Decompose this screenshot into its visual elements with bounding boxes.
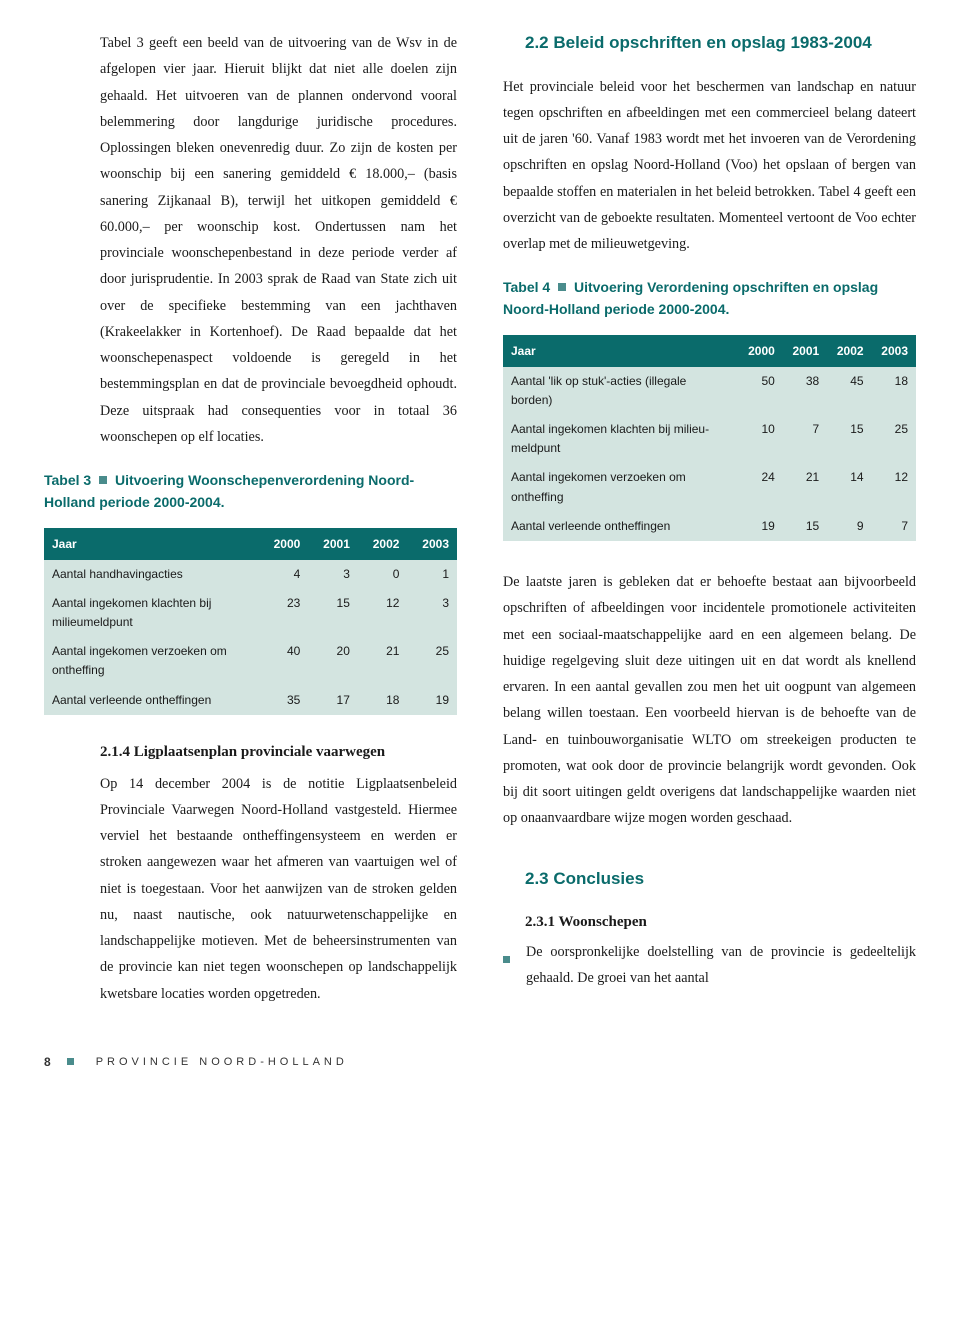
- page-container: Tabel 3 geeft een beeld van de uitvoerin…: [0, 0, 960, 1119]
- right-para1: Het provinciale beleid voor het bescherm…: [503, 74, 916, 258]
- square-bullet-icon: [67, 1058, 74, 1065]
- cell-label: Aantal ingekomen klachten bij milieumeld…: [44, 589, 259, 637]
- table-row: Aantal handhavingacties 4 3 0 1: [44, 560, 457, 589]
- cell-value: 40: [259, 637, 309, 685]
- page-footer: 8 PROVINCIE NOORD-HOLLAND: [44, 1055, 916, 1069]
- cell-value: 21: [358, 637, 408, 685]
- conclusions-list: De oorspronkelijke doelstelling van de p…: [503, 939, 916, 992]
- table4-body: Aantal 'lik op stuk'-acties (illegale bo…: [503, 367, 916, 541]
- cell-value: 3: [308, 560, 358, 589]
- cell-value: 7: [872, 512, 916, 541]
- table4-caption: Tabel 4 Uitvoering Verordening opschrift…: [503, 277, 916, 320]
- cell-label: Aantal verleende ontheffingen: [503, 512, 738, 541]
- table4-h-2000: 2000: [738, 335, 782, 367]
- cell-value: 19: [738, 512, 782, 541]
- heading-22: 2.2 Beleid opschriften en opslag 1983-20…: [525, 30, 916, 56]
- table3: Jaar 2000 2001 2002 2003 Aantal handhavi…: [44, 528, 457, 715]
- cell-value: 20: [308, 637, 358, 685]
- left-column: Tabel 3 geeft een beeld van de uitvoerin…: [44, 30, 457, 1007]
- cell-value: 17: [308, 686, 358, 715]
- left-block-214: 2.1.4 Ligplaatsenplan provinciale vaarwe…: [44, 739, 457, 1007]
- table3-h-2001: 2001: [308, 528, 358, 560]
- table3-h-2000: 2000: [259, 528, 309, 560]
- list-item: De oorspronkelijke doelstelling van de p…: [503, 939, 916, 992]
- cell-value: 12: [872, 463, 916, 511]
- cell-value: 18: [872, 367, 916, 415]
- cell-value: 38: [783, 367, 827, 415]
- cell-value: 3: [407, 589, 457, 637]
- square-bullet-icon: [99, 476, 107, 484]
- table-row: Aantal verleende ontheffingen 19 15 9 7: [503, 512, 916, 541]
- table-row: Aantal ingekomen klachten bij milieumeld…: [44, 589, 457, 637]
- table3-h-2002: 2002: [358, 528, 408, 560]
- table3-h-jaar: Jaar: [44, 528, 259, 560]
- table4-h-jaar: Jaar: [503, 335, 738, 367]
- bullet-text: De oorspronkelijke doelstelling van de p…: [526, 939, 916, 992]
- table4-head: Jaar 2000 2001 2002 2003: [503, 335, 916, 367]
- table4-caption-a: Tabel 4: [503, 279, 550, 295]
- cell-label: Aantal ingekomen verzoeken om ontheffing: [503, 463, 738, 511]
- cell-value: 21: [783, 463, 827, 511]
- right-para2: De laatste jaren is gebleken dat er beho…: [503, 569, 916, 832]
- table-row: Aantal ingekomen verzoeken om ontheffing…: [44, 637, 457, 685]
- table3-caption: Tabel 3 Uitvoering Woonschepenverordenin…: [44, 470, 457, 513]
- table4: Jaar 2000 2001 2002 2003 Aantal 'lik op …: [503, 335, 916, 541]
- two-column-layout: Tabel 3 geeft een beeld van de uitvoerin…: [44, 30, 916, 1007]
- cell-value: 24: [738, 463, 782, 511]
- cell-value: 19: [407, 686, 457, 715]
- square-bullet-icon: [503, 939, 516, 992]
- footer-publisher: PROVINCIE NOORD-HOLLAND: [96, 1056, 348, 1068]
- cell-value: 10: [738, 415, 782, 463]
- cell-value: 15: [783, 512, 827, 541]
- cell-value: 15: [308, 589, 358, 637]
- table-row: Aantal verleende ontheffingen 35 17 18 1…: [44, 686, 457, 715]
- cell-value: 0: [358, 560, 408, 589]
- cell-value: 15: [827, 415, 871, 463]
- page-number: 8: [44, 1055, 51, 1069]
- cell-value: 12: [358, 589, 408, 637]
- table3-caption-a: Tabel 3: [44, 472, 91, 488]
- table-row: Aantal ingekomen klachten bij milieu­mel…: [503, 415, 916, 463]
- table4-h-2002: 2002: [827, 335, 871, 367]
- cell-value: 23: [259, 589, 309, 637]
- subhead-214: 2.1.4 Ligplaatsenplan provinciale vaarwe…: [100, 739, 457, 767]
- cell-value: 1: [407, 560, 457, 589]
- left-para2: Op 14 december 2004 is de notitie Ligpla…: [100, 771, 457, 1007]
- table3-h-2003: 2003: [407, 528, 457, 560]
- cell-label: Aantal verleende ontheffingen: [44, 686, 259, 715]
- table4-h-2003: 2003: [872, 335, 916, 367]
- cell-value: 18: [358, 686, 408, 715]
- cell-value: 45: [827, 367, 871, 415]
- heading-23: 2.3 Conclusies: [525, 866, 916, 892]
- table3-head: Jaar 2000 2001 2002 2003: [44, 528, 457, 560]
- table3-body: Aantal handhavingacties 4 3 0 1 Aantal i…: [44, 560, 457, 715]
- cell-label: Aantal ingekomen klachten bij milieu­mel…: [503, 415, 738, 463]
- cell-value: 14: [827, 463, 871, 511]
- cell-value: 9: [827, 512, 871, 541]
- cell-label: Aantal 'lik op stuk'-acties (illegale bo…: [503, 367, 738, 415]
- cell-value: 25: [407, 637, 457, 685]
- cell-value: 4: [259, 560, 309, 589]
- cell-label: Aantal ingekomen verzoeken om ontheffing: [44, 637, 259, 685]
- table4-h-2001: 2001: [783, 335, 827, 367]
- cell-value: 7: [783, 415, 827, 463]
- subhead-231: 2.3.1 Woonschepen: [525, 909, 916, 937]
- table-row: Aantal ingekomen verzoeken om ontheffing…: [503, 463, 916, 511]
- table-row: Aantal 'lik op stuk'-acties (illegale bo…: [503, 367, 916, 415]
- right-column: 2.2 Beleid opschriften en opslag 1983-20…: [503, 30, 916, 1007]
- cell-value: 50: [738, 367, 782, 415]
- cell-value: 35: [259, 686, 309, 715]
- square-bullet-icon: [558, 283, 566, 291]
- cell-value: 25: [872, 415, 916, 463]
- cell-label: Aantal handhavingacties: [44, 560, 259, 589]
- left-para1: Tabel 3 geeft een beeld van de uitvoerin…: [44, 30, 457, 450]
